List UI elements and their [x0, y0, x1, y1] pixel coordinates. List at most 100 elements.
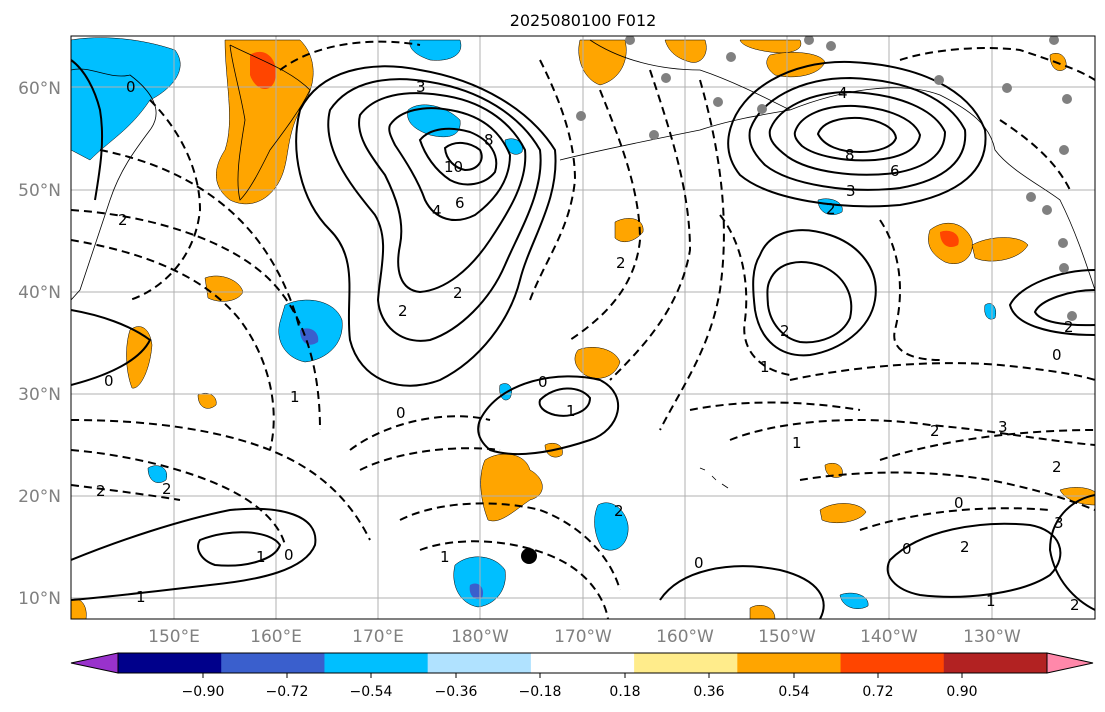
anomaly-blob [216, 39, 314, 205]
anomaly-blob [940, 230, 959, 248]
colorbar-tick-label: 0.72 [862, 684, 893, 700]
contour-label: 0 [902, 540, 912, 558]
contour-line-dashed [399, 502, 621, 591]
contour-line [327, 78, 542, 342]
station-dot [1067, 311, 1077, 321]
station-dot [757, 104, 767, 114]
lon-label: 180°W [451, 627, 509, 647]
lon-label: 170°W [554, 627, 612, 647]
contour-labels: 0 2 3 6 8 10 4 2 1 0 1 2 4 8 6 3 2 2 1 0… [96, 78, 1080, 614]
contour-line [1048, 494, 1095, 611]
contour-label: 1 [792, 434, 802, 452]
contour-label: 2 [1052, 458, 1062, 476]
anomaly-blob [766, 52, 826, 78]
lat-label: 50°N [18, 181, 61, 201]
contour-line [197, 531, 282, 567]
contour-line-dashed [529, 59, 577, 301]
colorbar-segment [427, 653, 532, 673]
lon-label: 150°E [148, 627, 200, 647]
contour-label: 0 [1052, 346, 1062, 364]
lon-label: 160°E [250, 627, 302, 647]
contour-line [659, 565, 825, 619]
lat-label: 20°N [18, 487, 61, 507]
contour-label: 6 [890, 162, 900, 180]
colorbar-tick-label: 0.36 [693, 684, 724, 700]
anomaly-blob [197, 392, 217, 409]
colorbar-segments [70, 652, 1094, 674]
contour-label: 2 [780, 322, 790, 340]
anomaly-blob [971, 237, 1029, 262]
contour-line-dashed [689, 401, 861, 411]
station-dot [804, 36, 814, 45]
contour-label: 0 [396, 404, 406, 422]
colorbar-tick-label: 0.18 [609, 684, 640, 700]
contour-line [816, 116, 898, 154]
contour-label: 0 [284, 546, 294, 564]
coastline-kamchatka [229, 44, 311, 201]
contour-line [886, 522, 1062, 598]
contours-dashed [71, 40, 1095, 619]
colorbar-ticks [202, 673, 963, 678]
contour-label: 1 [256, 548, 266, 566]
anomaly-blob [839, 592, 869, 609]
contour-label: 0 [104, 372, 114, 390]
station-dot [1049, 36, 1059, 45]
station-dot [1062, 94, 1072, 104]
anomaly-blob [578, 39, 627, 86]
contour-line-dashed [859, 507, 1051, 531]
longitude-labels: 150°E 160°E 170°E 180°W 170°W 160°W 150°… [148, 627, 1021, 647]
station-dot [661, 73, 671, 83]
tropical-cyclone-marker [521, 548, 537, 564]
anomaly-blob [984, 303, 996, 320]
station-dot [1042, 205, 1052, 215]
lat-label: 40°N [18, 283, 61, 303]
coastline-asia [71, 68, 157, 301]
anomaly-blob [574, 347, 621, 379]
contour-line-dashed [99, 149, 301, 331]
colorbar-segment [634, 653, 738, 673]
coastline-hawaii [699, 467, 729, 489]
contour-line [1008, 269, 1095, 336]
contour-line-dashed [71, 484, 181, 501]
colorbar: −0.90 −0.72 −0.54 −0.36 −0.18 0.18 0.36 … [70, 652, 1094, 700]
colorbar-tick-label: −0.36 [435, 684, 478, 700]
contour-label: 3 [846, 182, 856, 200]
contour-label: 2 [1064, 318, 1074, 336]
contour-line [538, 387, 592, 417]
station-dot [726, 52, 736, 62]
contour-line-dashed [719, 214, 791, 376]
contour-label: 1 [986, 592, 996, 610]
lon-label: 140°W [860, 627, 918, 647]
coastlines [71, 39, 1095, 489]
station-dot [1002, 83, 1012, 93]
contour-label: 1 [760, 358, 770, 376]
contour-line-dashed [71, 209, 321, 431]
anomaly-blob [819, 503, 867, 523]
contours [71, 59, 1095, 619]
station-dot [713, 97, 723, 107]
contour-line-dashed [789, 362, 1095, 381]
colorbar-segment [737, 653, 842, 673]
station-dot [625, 36, 635, 45]
colorbar-tick-label: −0.90 [182, 684, 225, 700]
contour-line [748, 76, 967, 191]
colorbar-tick-label: 0.90 [946, 684, 977, 700]
contour-label: 6 [455, 194, 465, 212]
contour-label: 3 [1054, 514, 1064, 532]
contour-line [768, 90, 947, 176]
contour-line-dashed [419, 540, 609, 619]
station-dot [1058, 238, 1068, 248]
lon-label: 160°W [656, 627, 714, 647]
colorbar-segment [840, 653, 945, 673]
contour-line [793, 104, 922, 162]
station-dot [1059, 263, 1069, 273]
contour-line-dashed [349, 415, 491, 451]
colorbar-tick-label: −0.72 [266, 684, 309, 700]
contour-label: 1 [566, 402, 576, 420]
contour-line [752, 229, 877, 357]
contour-line-dashed [609, 69, 692, 381]
colorbar-segment [221, 653, 325, 673]
contour-label: 2 [96, 482, 106, 500]
contour-label: 2 [1070, 596, 1080, 614]
contour-line-dashed [71, 239, 275, 451]
